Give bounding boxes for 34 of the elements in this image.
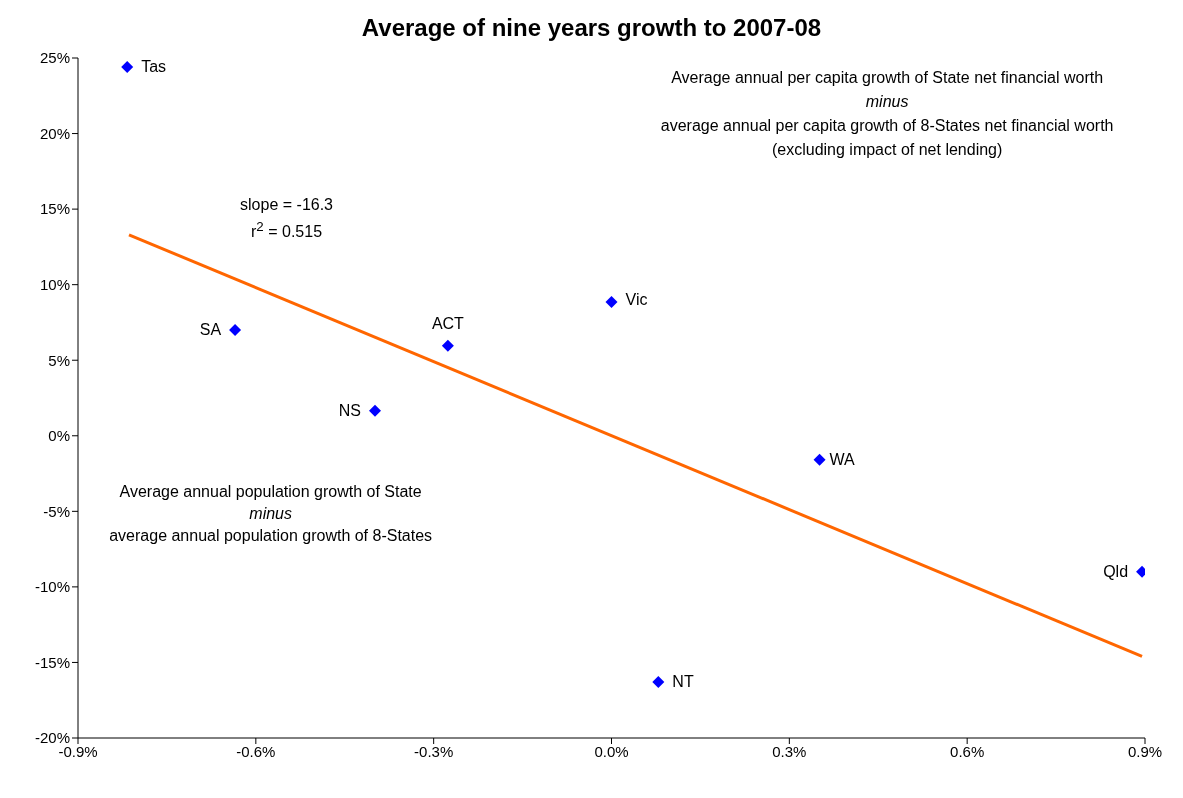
y-tick-label: 0% xyxy=(48,427,70,445)
annotation: NS xyxy=(338,401,361,420)
y-tick-label: -10% xyxy=(34,578,70,596)
y-tick-label: 5% xyxy=(48,351,70,369)
x-axis-title: Average annual population growth of State minus average annual population growth of 8-States xyxy=(108,482,434,547)
y-tick-label: -5% xyxy=(43,502,70,520)
annotation: slope = -16.3 r$^{2}$ = 0.515 xyxy=(239,195,334,243)
point xyxy=(813,453,826,466)
x-tick-label: 0.3% xyxy=(772,742,807,760)
y-tick-label: 15% xyxy=(39,200,70,218)
point xyxy=(121,61,134,74)
x-tick-label: -0.6% xyxy=(236,742,276,760)
y-tick-label: 25% xyxy=(39,49,70,67)
point xyxy=(441,339,454,352)
point xyxy=(368,404,381,417)
annotation: WA xyxy=(829,450,855,469)
x-tick-label: 0.0% xyxy=(594,742,629,760)
annotation: Vic xyxy=(625,290,648,309)
annotation: Tas xyxy=(141,58,167,77)
y-axis-title: Average annual per capita growth of State net financial worth minus average annual per capita growth of 8-States net financial worth (excluding impact of net lending) xyxy=(659,67,1115,160)
y-tick-label: 20% xyxy=(39,124,70,142)
point xyxy=(605,295,618,308)
annotation: SA xyxy=(199,321,222,339)
x-tick-label: 0.6% xyxy=(950,742,985,760)
y-tick-label: -15% xyxy=(34,653,70,671)
y-tick-label: 10% xyxy=(39,275,70,293)
point xyxy=(229,324,242,336)
x-tick-label: 0.9% xyxy=(1127,742,1163,760)
annotation: ACT xyxy=(431,314,464,333)
x-tick-label: -0.3% xyxy=(414,742,454,760)
annotation: NT xyxy=(672,673,694,692)
point xyxy=(652,676,665,689)
annotation: Qld xyxy=(1103,562,1129,581)
chart-title: Average of nine years growth to 2007-08 xyxy=(360,13,823,43)
